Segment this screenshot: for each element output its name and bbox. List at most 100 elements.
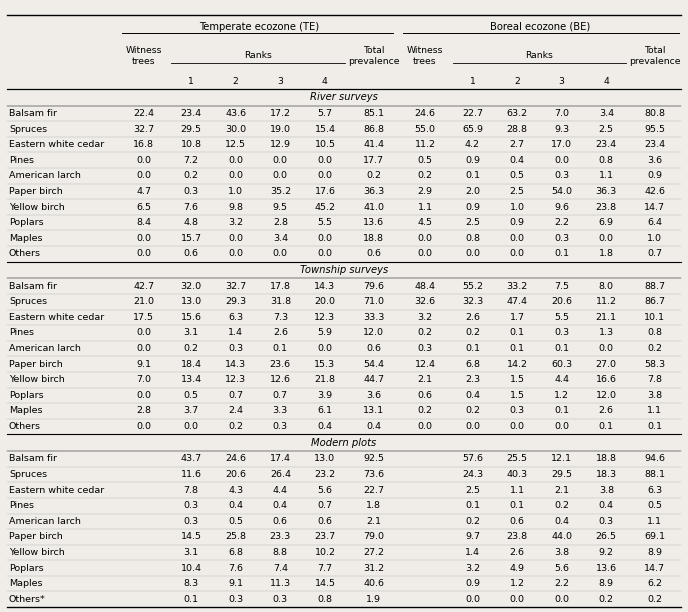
Text: 0.0: 0.0 bbox=[418, 249, 433, 258]
Text: 0.5: 0.5 bbox=[184, 391, 199, 400]
Text: 1.1: 1.1 bbox=[510, 486, 524, 494]
Text: 15.3: 15.3 bbox=[314, 360, 336, 368]
Text: 19.0: 19.0 bbox=[270, 125, 291, 133]
Text: 0.1: 0.1 bbox=[510, 344, 524, 353]
Text: 5.6: 5.6 bbox=[317, 486, 332, 494]
Text: 17.2: 17.2 bbox=[270, 109, 291, 118]
Text: 4.2: 4.2 bbox=[465, 140, 480, 149]
Text: 1.5: 1.5 bbox=[510, 391, 524, 400]
Text: 2.9: 2.9 bbox=[418, 187, 433, 196]
Text: 94.6: 94.6 bbox=[645, 455, 665, 463]
Text: 0.7: 0.7 bbox=[228, 391, 243, 400]
Text: 0.1: 0.1 bbox=[273, 344, 288, 353]
Text: 79.6: 79.6 bbox=[363, 282, 384, 291]
Text: 2.2: 2.2 bbox=[554, 579, 569, 588]
Text: 6.2: 6.2 bbox=[647, 579, 663, 588]
Text: 35.2: 35.2 bbox=[270, 187, 291, 196]
Text: 17.6: 17.6 bbox=[314, 187, 336, 196]
Text: 0.2: 0.2 bbox=[418, 329, 433, 337]
Text: 3.9: 3.9 bbox=[317, 391, 332, 400]
Text: 0.3: 0.3 bbox=[184, 517, 199, 526]
Text: Eastern white cedar: Eastern white cedar bbox=[9, 140, 104, 149]
Text: 23.6: 23.6 bbox=[270, 360, 291, 368]
Text: 58.3: 58.3 bbox=[644, 360, 665, 368]
Text: Eastern white cedar: Eastern white cedar bbox=[9, 313, 104, 322]
Text: 12.6: 12.6 bbox=[270, 375, 291, 384]
Text: 0.1: 0.1 bbox=[510, 329, 524, 337]
Text: 5.5: 5.5 bbox=[554, 313, 569, 322]
Text: 0.2: 0.2 bbox=[554, 501, 569, 510]
Text: 0.0: 0.0 bbox=[228, 234, 243, 243]
Text: 1.3: 1.3 bbox=[599, 329, 614, 337]
Text: 0.9: 0.9 bbox=[465, 579, 480, 588]
Text: Others*: Others* bbox=[9, 595, 45, 604]
Text: 0.0: 0.0 bbox=[228, 156, 243, 165]
Text: 2.8: 2.8 bbox=[136, 406, 151, 416]
Text: 7.3: 7.3 bbox=[272, 313, 288, 322]
Text: 1.7: 1.7 bbox=[510, 313, 524, 322]
Text: 2.3: 2.3 bbox=[465, 375, 480, 384]
Text: 12.5: 12.5 bbox=[225, 140, 246, 149]
Text: 6.1: 6.1 bbox=[317, 406, 332, 416]
Text: 8.8: 8.8 bbox=[273, 548, 288, 557]
Text: 0.9: 0.9 bbox=[465, 156, 480, 165]
Text: 1.1: 1.1 bbox=[599, 171, 614, 181]
Text: 23.8: 23.8 bbox=[596, 203, 617, 212]
Text: 0.2: 0.2 bbox=[228, 422, 243, 431]
Text: 0.2: 0.2 bbox=[184, 171, 199, 181]
Text: 0.0: 0.0 bbox=[554, 156, 569, 165]
Text: 0.9: 0.9 bbox=[465, 203, 480, 212]
Text: 0.3: 0.3 bbox=[554, 234, 569, 243]
Text: 1.9: 1.9 bbox=[366, 595, 381, 604]
Text: 80.8: 80.8 bbox=[645, 109, 665, 118]
Text: 16.8: 16.8 bbox=[133, 140, 154, 149]
Text: 54.0: 54.0 bbox=[551, 187, 572, 196]
Text: Spruces: Spruces bbox=[9, 125, 47, 133]
Text: 0.1: 0.1 bbox=[465, 501, 480, 510]
Text: 36.3: 36.3 bbox=[596, 187, 617, 196]
Text: 31.2: 31.2 bbox=[363, 564, 384, 573]
Text: 3: 3 bbox=[559, 77, 565, 86]
Text: 0.9: 0.9 bbox=[510, 218, 524, 227]
Text: 8.0: 8.0 bbox=[599, 282, 614, 291]
Text: Pines: Pines bbox=[9, 156, 34, 165]
Text: 1.2: 1.2 bbox=[554, 391, 569, 400]
Text: 0.0: 0.0 bbox=[510, 234, 524, 243]
Text: 5.5: 5.5 bbox=[317, 218, 332, 227]
Text: 14.3: 14.3 bbox=[314, 282, 336, 291]
Text: 0.0: 0.0 bbox=[465, 422, 480, 431]
Text: 1: 1 bbox=[469, 77, 475, 86]
Text: 23.4: 23.4 bbox=[180, 109, 202, 118]
Text: 3.2: 3.2 bbox=[228, 218, 244, 227]
Text: 9.2: 9.2 bbox=[599, 548, 614, 557]
Text: 2: 2 bbox=[514, 77, 520, 86]
Text: 6.4: 6.4 bbox=[647, 218, 663, 227]
Text: 69.1: 69.1 bbox=[645, 532, 665, 542]
Text: 7.6: 7.6 bbox=[228, 564, 243, 573]
Text: 55.0: 55.0 bbox=[414, 125, 436, 133]
Text: 0.8: 0.8 bbox=[465, 234, 480, 243]
Text: 71.0: 71.0 bbox=[363, 297, 384, 306]
Text: 0.4: 0.4 bbox=[599, 501, 614, 510]
Text: 0.1: 0.1 bbox=[647, 422, 663, 431]
Text: 3.2: 3.2 bbox=[465, 564, 480, 573]
Text: 27.0: 27.0 bbox=[596, 360, 616, 368]
Text: 1.4: 1.4 bbox=[465, 548, 480, 557]
Text: 2.5: 2.5 bbox=[465, 218, 480, 227]
Text: 48.4: 48.4 bbox=[414, 282, 436, 291]
Text: 4.7: 4.7 bbox=[136, 187, 151, 196]
Text: 0.7: 0.7 bbox=[273, 391, 288, 400]
Text: 60.3: 60.3 bbox=[551, 360, 572, 368]
Text: 41.4: 41.4 bbox=[363, 140, 384, 149]
Text: 0.1: 0.1 bbox=[465, 344, 480, 353]
Text: 12.0: 12.0 bbox=[596, 391, 616, 400]
Text: 16.6: 16.6 bbox=[596, 375, 616, 384]
Text: 2.6: 2.6 bbox=[510, 548, 524, 557]
Text: 23.4: 23.4 bbox=[596, 140, 617, 149]
Text: 0.0: 0.0 bbox=[273, 156, 288, 165]
Text: 44.7: 44.7 bbox=[363, 375, 384, 384]
Text: 0.7: 0.7 bbox=[317, 501, 332, 510]
Text: 8.4: 8.4 bbox=[136, 218, 151, 227]
Text: Spruces: Spruces bbox=[9, 470, 47, 479]
Text: 7.0: 7.0 bbox=[136, 375, 151, 384]
